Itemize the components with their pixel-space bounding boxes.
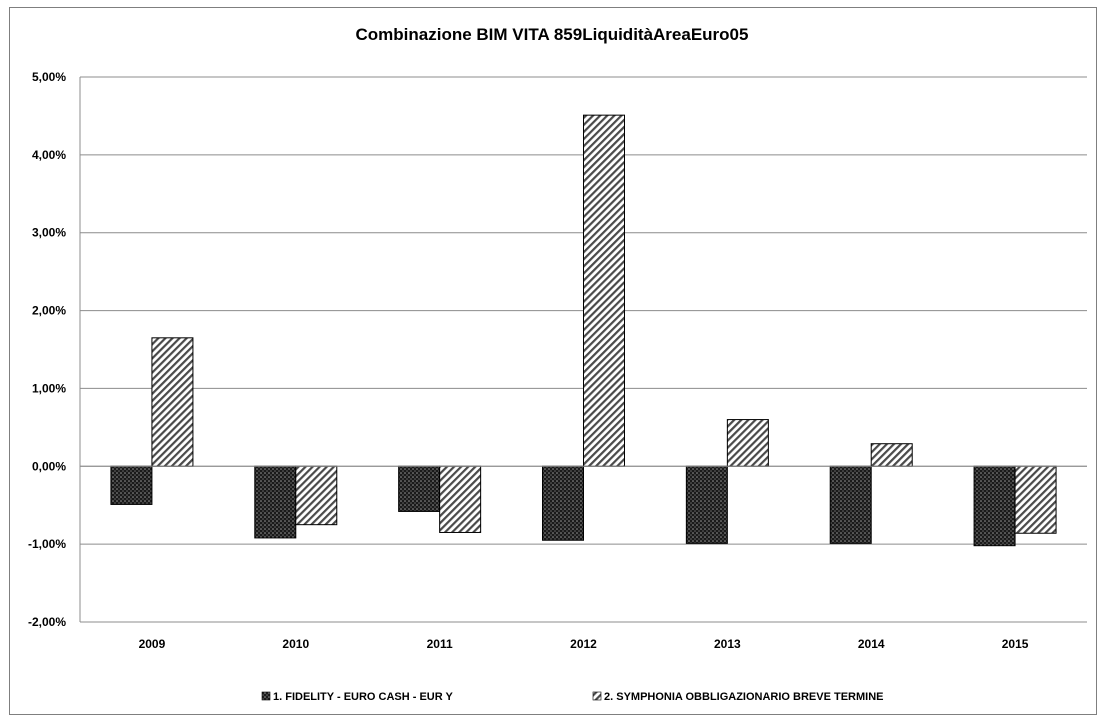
legend-swatch-series-2 xyxy=(592,691,602,701)
chart-title: Combinazione BIM VITA 859LiquiditàAreaEu… xyxy=(356,25,749,44)
y-axis-ticks: 5,00% 4,00% 3,00% 2,00% 1,00% 0,00% -1,00% -2,0… xyxy=(28,70,66,629)
y-tick-label: 3,00% xyxy=(32,226,66,240)
x-tick-label: 2010 xyxy=(282,637,309,651)
bar-series-1 xyxy=(398,465,441,512)
bar-series-2 xyxy=(439,465,482,533)
x-axis-ticks: 2009 2010 2011 2012 2013 2014 2015 xyxy=(139,637,1029,651)
y-tick-label: 2,00% xyxy=(32,304,66,318)
bar-series-1 xyxy=(110,465,153,505)
legend-label-series-1: 1. FIDELITY - EURO CASH - EUR Y xyxy=(273,691,454,703)
y-tick-label: 4,00% xyxy=(32,148,66,162)
bars xyxy=(80,114,1087,547)
x-tick-label: 2014 xyxy=(858,637,885,651)
bar-series-2 xyxy=(295,465,338,526)
legend: 1. FIDELITY - EURO CASH - EUR Y 2. SYMPH… xyxy=(261,691,884,703)
bar-series-2 xyxy=(870,443,913,467)
x-tick-label: 2015 xyxy=(1002,637,1029,651)
y-tick-label: 1,00% xyxy=(32,381,66,395)
y-tick-label: 0,00% xyxy=(32,459,66,473)
x-tick-label: 2009 xyxy=(139,637,166,651)
bar-series-2 xyxy=(726,419,769,467)
bar-series-1 xyxy=(254,465,297,539)
bar-series-1 xyxy=(973,465,1016,547)
bar-series-2 xyxy=(151,337,194,467)
y-tick-label: -1,00% xyxy=(28,537,66,551)
x-tick-label: 2011 xyxy=(427,637,453,651)
y-tick-label: 5,00% xyxy=(32,70,66,84)
bar-series-2 xyxy=(1014,465,1057,534)
x-tick-label: 2012 xyxy=(570,637,597,651)
x-tick-label: 2013 xyxy=(714,637,741,651)
legend-label-series-2: 2. SYMPHONIA OBBLIGAZIONARIO BREVE TERMI… xyxy=(604,691,884,703)
bar-series-2 xyxy=(583,114,625,467)
legend-swatch-series-1 xyxy=(261,691,271,701)
y-tick-label: -2,00% xyxy=(28,615,66,629)
bar-series-1 xyxy=(829,465,872,544)
bar-series-1 xyxy=(542,465,584,541)
bar-series-1 xyxy=(685,465,728,544)
